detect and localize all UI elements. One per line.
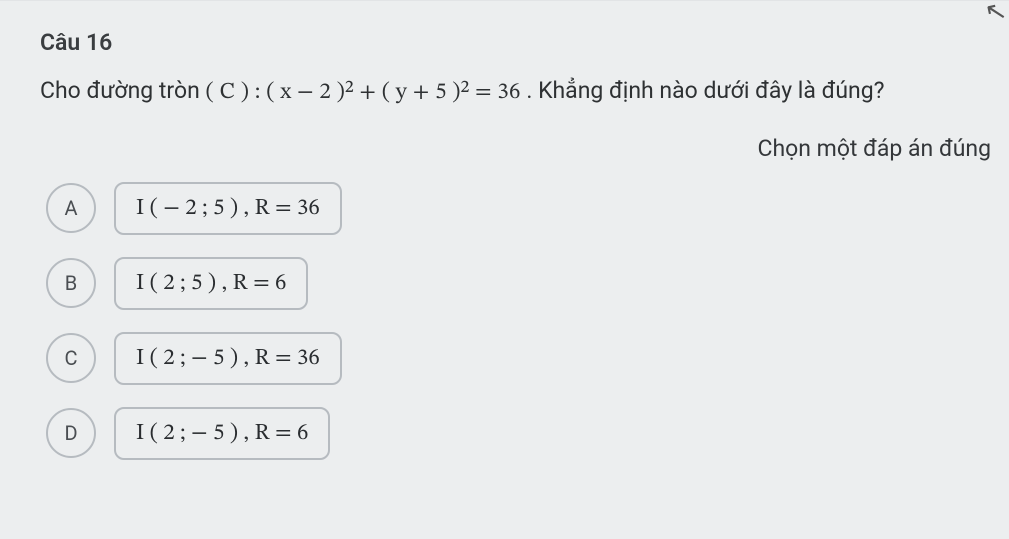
option-letter-c[interactable]: C <box>46 333 96 383</box>
question-stem: Cho đường tròn ( C ) : ( x − 2 )² + ( y … <box>40 74 991 111</box>
stem-pre-text: Cho đường tròn <box>40 77 206 104</box>
option-letter-d[interactable]: D <box>46 408 96 458</box>
instruction-text: Chọn một đáp án đúng <box>40 135 991 162</box>
option-d[interactable]: D I ( 2 ; − 5 ) , R = 6 <box>46 407 991 460</box>
option-c[interactable]: C I ( 2 ; − 5 ) , R = 36 <box>46 332 991 385</box>
question-number: Câu 16 <box>40 29 991 56</box>
option-b[interactable]: B I ( 2 ; 5 ) , R = 6 <box>46 257 991 310</box>
option-letter-b[interactable]: B <box>46 258 96 308</box>
option-a[interactable]: A I ( − 2 ; 5 ) , R = 36 <box>46 182 991 235</box>
stem-equation: ( C ) : ( x − 2 )² + ( y + 5 )² = 36 <box>206 81 521 104</box>
option-label-a[interactable]: I ( − 2 ; 5 ) , R = 36 <box>114 182 342 235</box>
stem-post-text: . Khẳng định nào dưới đây là đúng? <box>526 77 884 104</box>
quiz-page: ↖ Câu 16 Cho đường tròn ( C ) : ( x − 2 … <box>0 0 1009 539</box>
option-label-c[interactable]: I ( 2 ; − 5 ) , R = 36 <box>114 332 342 385</box>
cursor-icon: ↖ <box>982 0 1009 29</box>
options-group: A I ( − 2 ; 5 ) , R = 36 B I ( 2 ; 5 ) ,… <box>46 182 991 460</box>
option-letter-a[interactable]: A <box>46 183 96 233</box>
option-label-d[interactable]: I ( 2 ; − 5 ) , R = 6 <box>114 407 330 460</box>
option-label-b[interactable]: I ( 2 ; 5 ) , R = 6 <box>114 257 308 310</box>
